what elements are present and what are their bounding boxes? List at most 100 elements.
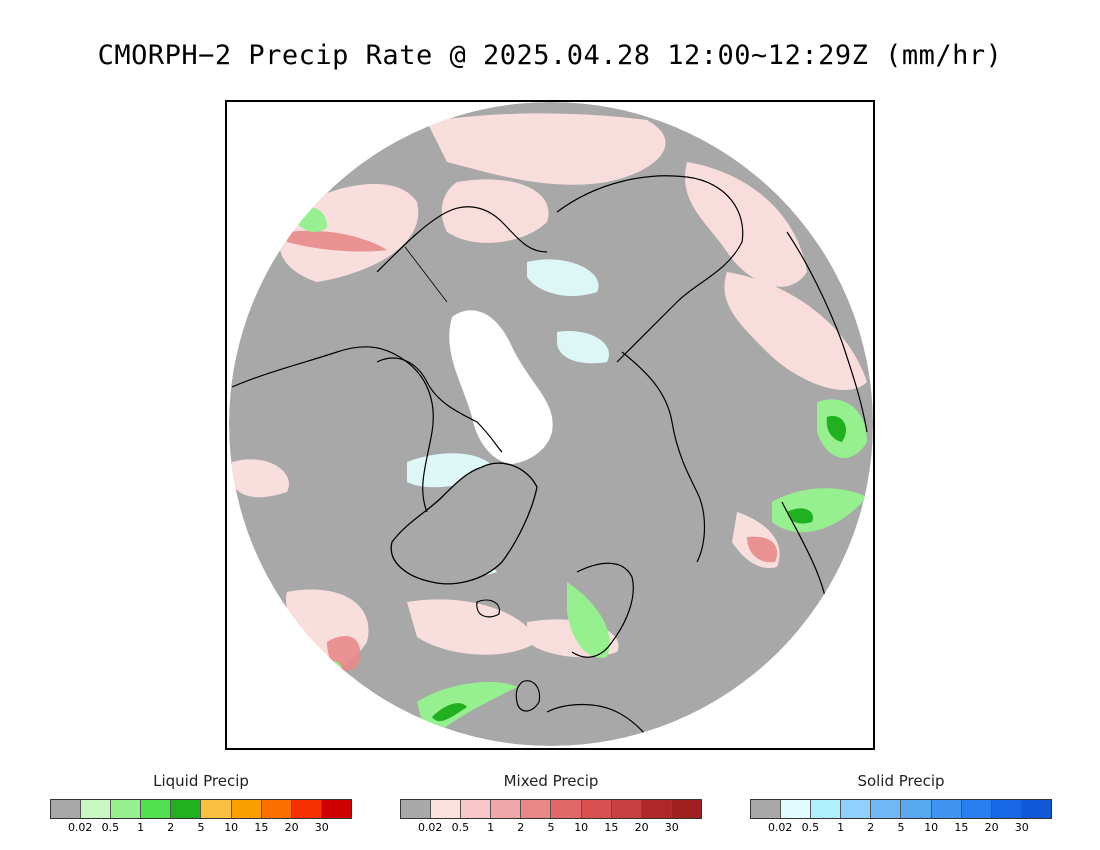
tick-label: 0.5 xyxy=(801,821,820,834)
tick-label: 10 xyxy=(924,821,939,834)
solid-precip-area xyxy=(527,259,599,297)
mixed-precip-area xyxy=(407,599,537,655)
coastline-alaska-siberia xyxy=(376,206,548,273)
tick-label: 20 xyxy=(284,821,299,834)
tick-label: 2 xyxy=(517,821,525,834)
coastline-canada xyxy=(231,346,434,513)
legend-title: Liquid Precip xyxy=(153,772,249,790)
tick-label: 1 xyxy=(837,821,845,834)
color-bar xyxy=(400,799,702,819)
tick-label: 1 xyxy=(487,821,495,834)
map-title: CMORPH−2 Precip Rate @ 2025.04.28 12:00~… xyxy=(97,40,1003,71)
border-alaska-canada xyxy=(404,246,448,303)
mixed-precip-area xyxy=(427,113,666,185)
mixed-precip-band xyxy=(747,536,778,563)
greenland-landmass xyxy=(390,462,538,585)
coastline-uk xyxy=(515,680,541,712)
color-swatch xyxy=(871,800,902,818)
coastline-russia-north xyxy=(621,351,706,563)
liquid-precip-core xyxy=(787,508,813,524)
tick-label: 15 xyxy=(604,821,619,834)
liquid-precip-area xyxy=(326,661,343,687)
color-swatch xyxy=(51,800,82,818)
color-swatch xyxy=(1021,800,1051,818)
coastline-canadian-archipelago xyxy=(376,357,503,453)
legend-liquid: Liquid Precip 0.02 0.5 1 2 5 10 15 20 30 xyxy=(50,772,352,835)
legend-mixed: Mixed Precip 0.02 0.5 1 2 5 10 15 20 30 xyxy=(400,772,702,835)
color-swatch xyxy=(261,800,292,818)
tick-label: 30 xyxy=(664,821,679,834)
tick-label: 30 xyxy=(1014,821,1029,834)
tick-label: 2 xyxy=(167,821,175,834)
color-swatch xyxy=(641,800,672,818)
mixed-precip-band xyxy=(327,636,361,671)
color-swatch xyxy=(401,800,432,818)
solid-precip-area xyxy=(557,331,609,364)
tick-label: 1 xyxy=(137,821,145,834)
color-bar xyxy=(750,799,1052,819)
tick-label: 10 xyxy=(574,821,589,834)
tick-label: 15 xyxy=(954,821,969,834)
liquid-precip-heavy xyxy=(432,416,847,722)
legend-title: Mixed Precip xyxy=(503,772,599,790)
color-swatch xyxy=(171,800,202,818)
tick-label: 0.02 xyxy=(767,821,793,834)
color-swatch xyxy=(781,800,812,818)
coastlines xyxy=(231,175,868,746)
color-swatch xyxy=(81,800,112,818)
tick-label: 30 xyxy=(314,821,329,834)
liquid-precip-core xyxy=(432,703,467,722)
liquid-precip-core xyxy=(826,416,847,442)
tick-label: 5 xyxy=(897,821,905,834)
color-swatch xyxy=(841,800,872,818)
color-swatch xyxy=(581,800,612,818)
legend-title: Solid Precip xyxy=(857,772,945,790)
mixed-precip-band xyxy=(287,230,387,252)
tick-label: 5 xyxy=(547,821,555,834)
color-swatch xyxy=(431,800,462,818)
map-panel[interactable] xyxy=(225,100,875,750)
color-swatch xyxy=(551,800,582,818)
tick-labels: 0.02 0.5 1 2 5 10 15 20 30 xyxy=(400,821,702,835)
sea-ice xyxy=(449,310,553,464)
color-swatch xyxy=(201,800,232,818)
mixed-precip-area xyxy=(685,162,807,287)
tick-label: 10 xyxy=(224,821,239,834)
color-swatch xyxy=(461,800,492,818)
mixed-precip-area xyxy=(441,179,549,243)
coastline-siberia xyxy=(556,175,744,363)
coastline-east-asia xyxy=(786,231,868,433)
polar-map xyxy=(229,102,873,746)
coastline-iceland xyxy=(476,599,501,618)
mixed-precip-heavy xyxy=(287,230,778,671)
legend-solid: Solid Precip 0.02 0.5 1 2 5 10 15 20 30 xyxy=(750,772,1052,835)
tick-label: 20 xyxy=(984,821,999,834)
liquid-precip-area xyxy=(567,582,610,658)
mixed-precip-area xyxy=(232,459,289,498)
color-swatch xyxy=(901,800,932,818)
coastline-scandinavia xyxy=(571,562,634,658)
tick-label: 0.02 xyxy=(417,821,443,834)
color-swatch xyxy=(231,800,262,818)
color-swatch xyxy=(491,800,522,818)
tick-labels: 0.02 0.5 1 2 5 10 15 20 30 xyxy=(50,821,352,835)
color-swatch xyxy=(931,800,962,818)
color-swatch xyxy=(961,800,992,818)
tick-label: 15 xyxy=(254,821,269,834)
color-swatch xyxy=(811,800,842,818)
tick-label: 0.02 xyxy=(67,821,93,834)
color-swatch xyxy=(291,800,322,818)
tick-label: 0.5 xyxy=(101,821,120,834)
color-swatch xyxy=(141,800,172,818)
tick-label: 5 xyxy=(197,821,205,834)
color-swatch xyxy=(751,800,782,818)
color-swatch xyxy=(321,800,351,818)
tick-labels: 0.02 0.5 1 2 5 10 15 20 30 xyxy=(750,821,1052,835)
mixed-precip-area xyxy=(724,272,867,391)
color-swatch xyxy=(671,800,701,818)
color-swatch xyxy=(111,800,142,818)
color-swatch xyxy=(991,800,1022,818)
color-bar xyxy=(50,799,352,819)
color-swatch xyxy=(611,800,642,818)
tick-label: 2 xyxy=(867,821,875,834)
